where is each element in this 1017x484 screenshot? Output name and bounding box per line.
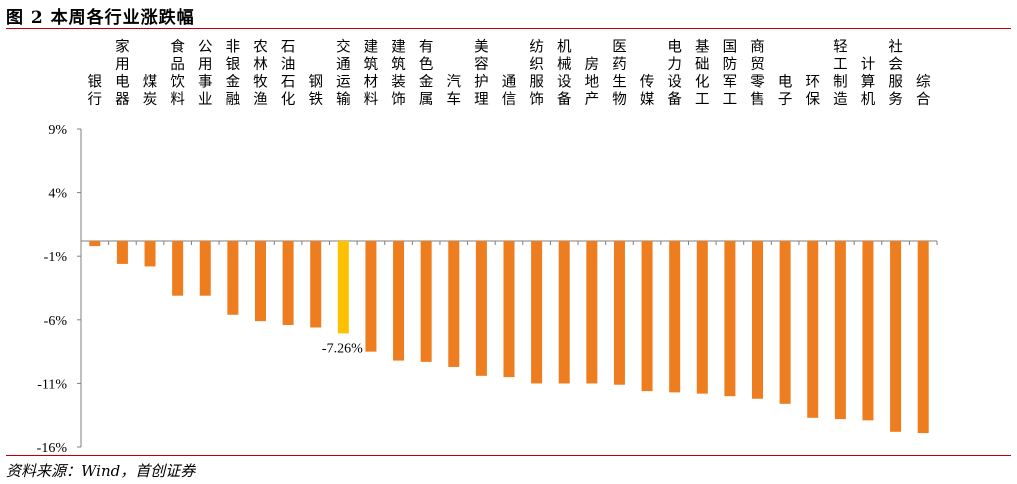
bar-15 bbox=[475, 241, 487, 376]
bar-27 bbox=[807, 241, 819, 418]
category-label: 国防军工 bbox=[723, 40, 738, 109]
category-label: 综合 bbox=[916, 74, 931, 109]
data-label: -7.26% bbox=[322, 341, 363, 356]
category-label: 计算机 bbox=[861, 56, 876, 108]
category-label: 食品饮料 bbox=[170, 39, 185, 109]
bar-26 bbox=[779, 241, 791, 404]
y-tick-label: 9% bbox=[48, 123, 67, 138]
y-tick-label: 4% bbox=[48, 187, 67, 202]
top-rule bbox=[6, 28, 1011, 29]
category-label: 建筑材料 bbox=[364, 39, 379, 109]
category-label: 石油石化 bbox=[281, 40, 296, 109]
category-label: 建筑装饰 bbox=[391, 39, 406, 109]
bar-19 bbox=[586, 241, 598, 384]
bar-9 bbox=[310, 241, 322, 328]
bar-2 bbox=[116, 241, 128, 264]
bar-23 bbox=[696, 241, 708, 394]
bar-28 bbox=[834, 241, 846, 420]
category-label: 非银金融 bbox=[226, 39, 241, 109]
category-label: 电子 bbox=[778, 74, 793, 109]
bar-29 bbox=[862, 241, 874, 421]
bar-24 bbox=[724, 241, 736, 397]
bar-10 bbox=[337, 241, 349, 334]
category-label: 美容护理 bbox=[474, 39, 489, 109]
bar-4 bbox=[172, 241, 184, 296]
category-label: 医药生物 bbox=[612, 40, 627, 109]
y-tick-label: -6% bbox=[44, 314, 68, 329]
bar-11 bbox=[365, 241, 377, 352]
category-label: 交通运输 bbox=[336, 38, 351, 109]
bar-3 bbox=[144, 241, 156, 267]
bar-22 bbox=[669, 241, 681, 393]
bar-6 bbox=[227, 241, 239, 315]
category-label: 基础化工 bbox=[695, 39, 710, 109]
category-label: 钢铁 bbox=[308, 74, 323, 109]
category-label: 农林牧渔 bbox=[253, 39, 268, 109]
source-note: 资料来源：Wind，首创证券 bbox=[6, 462, 196, 480]
bar-25 bbox=[752, 241, 764, 399]
y-tick-label: -16% bbox=[37, 441, 68, 456]
category-label: 公用事业 bbox=[198, 40, 213, 109]
bottom-rule bbox=[6, 455, 1011, 456]
category-label: 轻工制造 bbox=[833, 39, 848, 109]
bar-1 bbox=[89, 241, 101, 247]
category-label: 电力设备 bbox=[667, 39, 682, 109]
bar-12 bbox=[393, 241, 405, 361]
y-tick-label: -11% bbox=[37, 377, 67, 392]
bar-16 bbox=[503, 241, 515, 378]
category-label: 机械设备 bbox=[557, 39, 572, 109]
category-label: 纺织服饰 bbox=[529, 39, 544, 109]
bar-31 bbox=[917, 241, 929, 434]
category-label: 汽车 bbox=[447, 74, 462, 109]
bar-13 bbox=[420, 241, 432, 362]
category-label: 商贸零售 bbox=[750, 39, 765, 109]
category-label: 通信 bbox=[502, 74, 517, 109]
bar-14 bbox=[448, 241, 460, 367]
bar-8 bbox=[282, 241, 294, 325]
category-label: 家用电器 bbox=[115, 39, 130, 109]
y-tick-label: -1% bbox=[44, 250, 68, 265]
bar-21 bbox=[641, 241, 653, 392]
category-label: 房地产 bbox=[585, 56, 600, 108]
category-label: 煤炭 bbox=[143, 74, 158, 109]
bar-20 bbox=[613, 241, 625, 385]
category-label: 有色金属 bbox=[419, 39, 434, 109]
bar-17 bbox=[531, 241, 543, 384]
bar-5 bbox=[199, 241, 211, 296]
bar-30 bbox=[890, 241, 902, 432]
category-label: 社会服务 bbox=[888, 39, 903, 109]
bar-7 bbox=[254, 241, 266, 322]
bar-18 bbox=[558, 241, 570, 384]
figure-title: 图 2 本周各行业涨跌幅 bbox=[6, 8, 195, 28]
category-label: 环保 bbox=[805, 75, 820, 109]
category-label: 银行 bbox=[88, 74, 103, 109]
category-label: 传媒 bbox=[640, 74, 655, 109]
